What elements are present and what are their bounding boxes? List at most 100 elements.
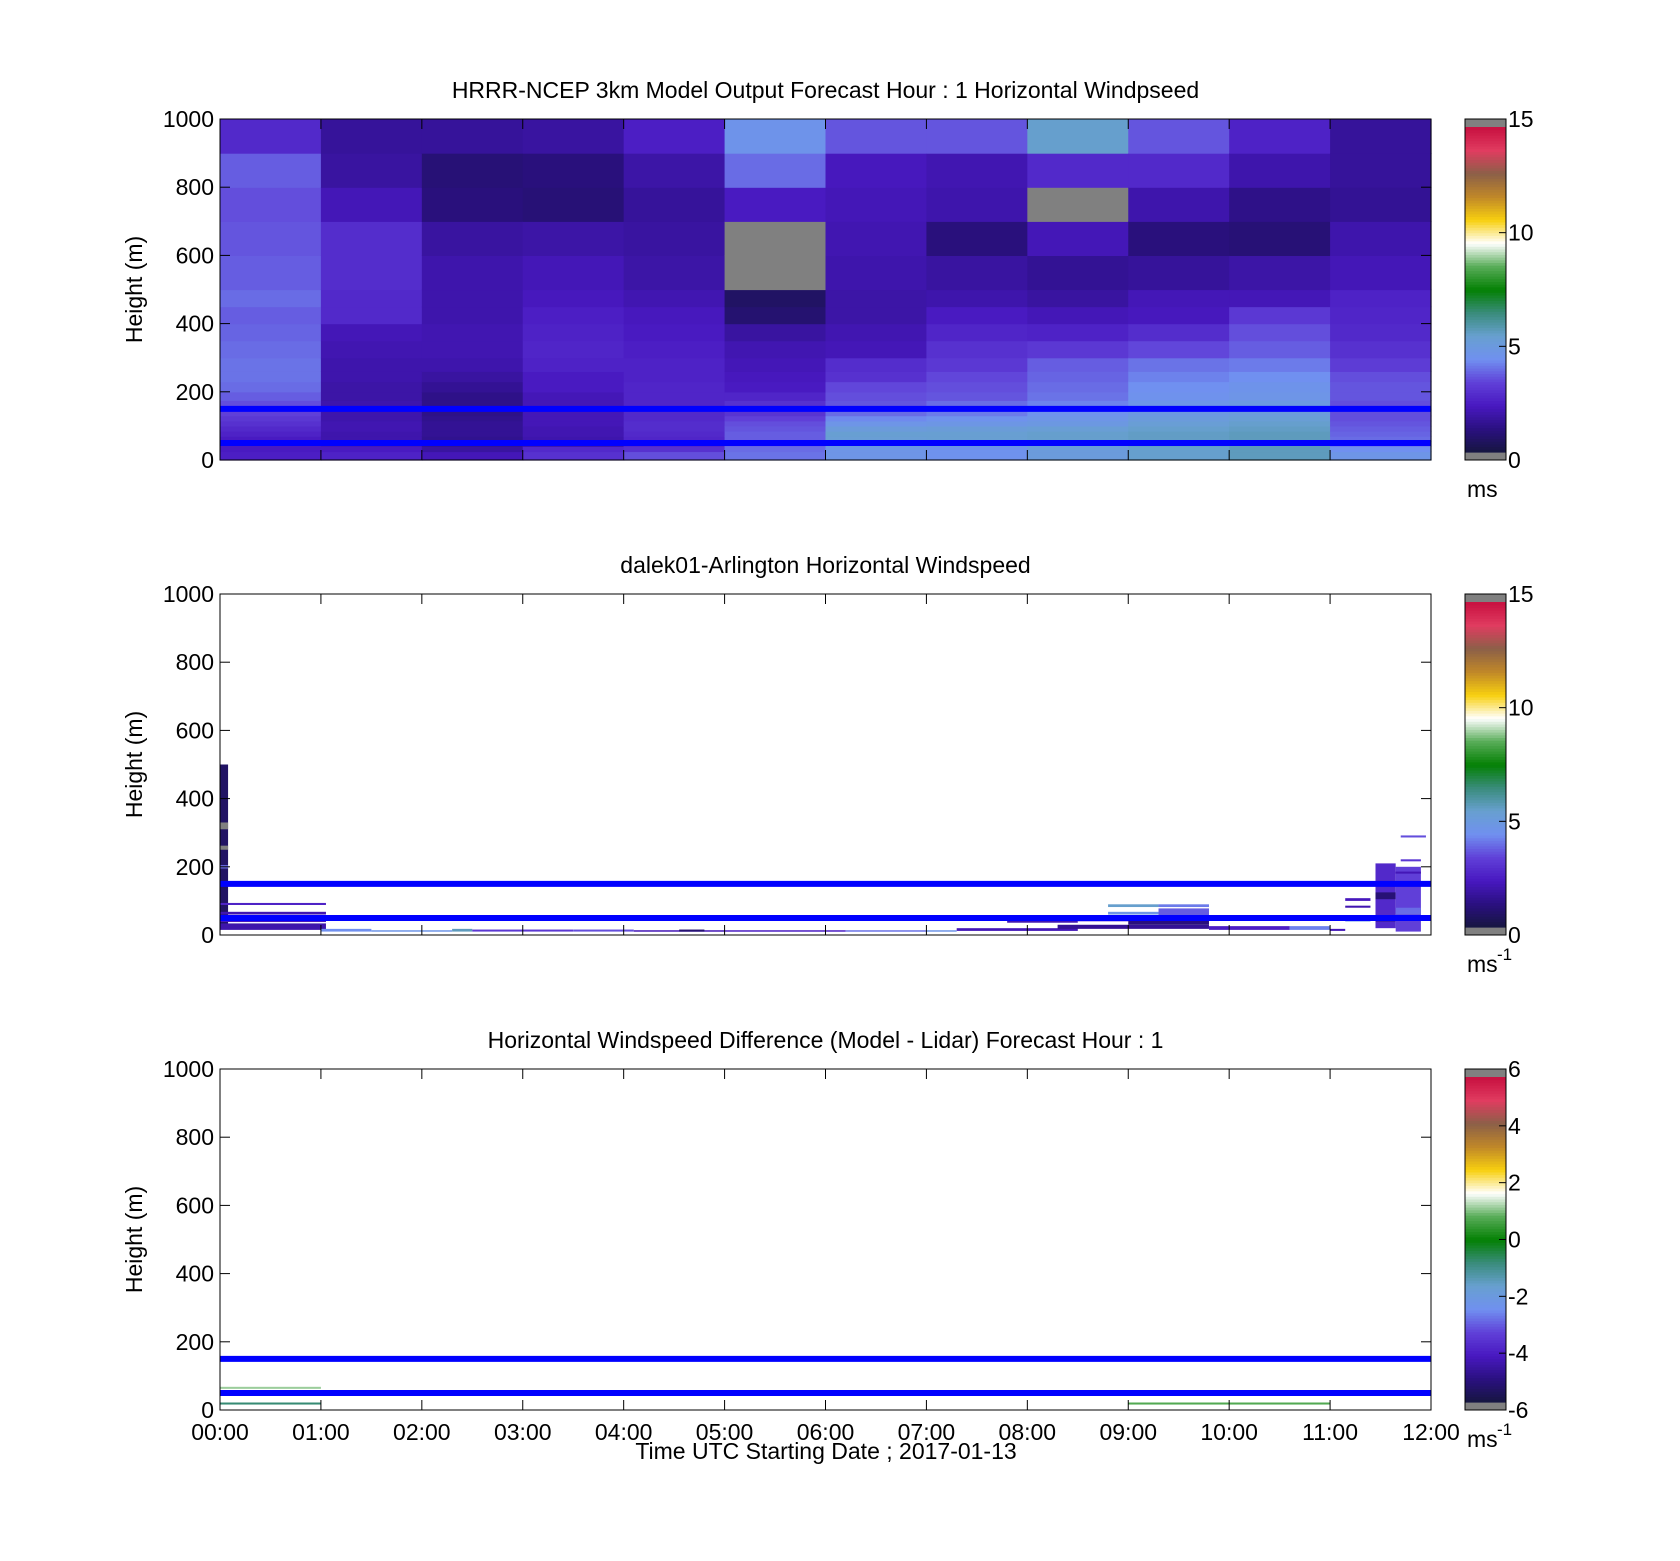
heatmap-cell: [320, 221, 423, 256]
heatmap-cell: [421, 451, 524, 461]
heatmap-cell: [623, 446, 726, 453]
colorbar-band: [1465, 620, 1506, 625]
heatmap-cell: [926, 221, 1028, 256]
heatmap-cell: [1128, 187, 1230, 222]
colorbar-band: [1465, 1272, 1506, 1276]
colorbar-band: [1465, 1296, 1506, 1300]
colorbar-band: [1465, 129, 1506, 134]
colorbar-band: [1465, 1326, 1506, 1330]
colorbar-band: [1465, 1261, 1506, 1265]
heatmap-cells: [220, 119, 1432, 461]
heatmap-cell: [1027, 451, 1129, 461]
colorbar-band: [1465, 368, 1506, 372]
colorbar-band: [1465, 238, 1506, 242]
colorbar-band: [1465, 330, 1506, 334]
colorbar-band: [1465, 235, 1506, 239]
colorbar-band: [1465, 604, 1506, 609]
colorbar-over: [1465, 1069, 1506, 1077]
heatmap-cell: [825, 289, 928, 308]
colorbar-tick-label: 10: [1508, 220, 1534, 246]
heatmap-cell: [1128, 431, 1230, 437]
heatmap-cell: [825, 221, 928, 256]
heatmap-cell: [1027, 446, 1129, 453]
heatmap-cell: [220, 255, 322, 291]
heatmap-cell: [825, 391, 928, 401]
colorbar-band: [1465, 449, 1506, 453]
colorbar-band: [1465, 170, 1506, 174]
heatmap-cell: [1128, 371, 1230, 383]
colorbar-band: [1465, 229, 1506, 234]
colorbar-band: [1465, 1095, 1506, 1100]
colorbar-band: [1465, 872, 1506, 877]
colorbar-band: [1465, 381, 1506, 385]
heatmap-cell: [825, 446, 928, 453]
y-axis-label: Height (m): [121, 711, 147, 818]
colorbar-band: [1465, 267, 1506, 272]
heatmap-cell: [1027, 357, 1129, 372]
heatmap-cell: [623, 436, 726, 442]
heatmap-cell: [421, 391, 524, 401]
heatmap-cell: [1330, 153, 1432, 188]
colorbar-band: [1465, 1353, 1506, 1357]
x-tick-label: 02:00: [393, 1419, 451, 1445]
colorbar-band: [1465, 1391, 1506, 1395]
colorbar-band: [1465, 691, 1506, 695]
heatmap-cell: [421, 400, 524, 410]
heatmap-cell: [825, 187, 928, 222]
data-segment: [220, 1386, 321, 1389]
colorbar-band: [1465, 1207, 1506, 1211]
heatmap-cell: [421, 153, 524, 188]
heatmap-cell: [320, 119, 423, 154]
heatmap-cell: [926, 400, 1028, 410]
heatmap-cell: [825, 451, 928, 461]
heatmap-cell: [1128, 415, 1230, 422]
heatmap-cell: [623, 431, 726, 437]
colorbar-band: [1465, 262, 1506, 266]
colorbar-tick-label: 15: [1508, 581, 1534, 607]
colorbar-band: [1465, 1142, 1506, 1146]
colorbar-band: [1465, 837, 1506, 841]
colorbar-band: [1465, 202, 1506, 207]
y-tick-label: 200: [176, 1329, 214, 1355]
heatmap-cell: [1027, 306, 1129, 325]
colorbar-band: [1465, 387, 1506, 391]
colorbar-band: [1465, 764, 1506, 768]
colorbar-band: [1465, 127, 1506, 131]
heatmap-cell: [220, 451, 322, 461]
heatmap-cell: [1128, 119, 1230, 154]
data-segment: [220, 923, 326, 930]
heatmap-cell: [1128, 391, 1230, 401]
heatmap-cell: [724, 431, 827, 437]
colorbar-band: [1465, 1312, 1506, 1316]
colorbar-band: [1465, 615, 1506, 619]
heatmap-cell: [1229, 323, 1331, 342]
colorbar-band: [1465, 1212, 1506, 1216]
heatmap-cell: [825, 431, 928, 437]
heatmap-cell: [1229, 400, 1331, 410]
colorbar-band: [1465, 1334, 1506, 1338]
colorbar-band: [1465, 862, 1506, 866]
colorbar-band: [1465, 1171, 1506, 1176]
chart-title: HRRR-NCEP 3km Model Output Forecast Hour…: [452, 77, 1199, 103]
colorbar-band: [1465, 870, 1506, 874]
colorbar-band: [1465, 672, 1506, 676]
y-tick-label: 800: [176, 1124, 214, 1150]
heatmap-cell: [926, 255, 1028, 291]
heatmap-cell: [220, 153, 322, 188]
heatmap-cell: [623, 323, 726, 342]
data-segment: [1395, 871, 1421, 874]
colorbar-band: [1465, 840, 1506, 844]
heatmap-cell: [320, 420, 423, 427]
colorbar-band: [1465, 270, 1506, 274]
heatmap-cell: [1330, 221, 1432, 256]
colorbar-band: [1465, 164, 1506, 169]
colorbar-band: [1465, 1104, 1506, 1108]
colorbar-band: [1465, 683, 1506, 687]
colorbar-band: [1465, 843, 1506, 847]
colorbar-band: [1465, 750, 1506, 755]
colorbar-band: [1465, 818, 1506, 822]
heatmap-cell: [320, 153, 423, 188]
colorbar-band: [1465, 154, 1506, 158]
colorbar-band: [1465, 292, 1506, 296]
heatmap-cell: [1330, 323, 1432, 342]
